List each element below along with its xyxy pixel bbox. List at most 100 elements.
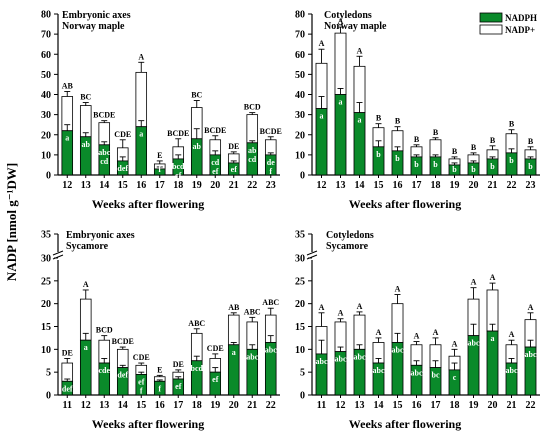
y-tick-label: 30	[295, 110, 305, 121]
significance-total: B	[395, 117, 401, 126]
significance-nadph: b	[452, 165, 457, 174]
x-tick-label: 16	[155, 400, 165, 411]
significance-total: DE	[228, 142, 239, 151]
significance-nadph: abc	[506, 366, 518, 375]
significance-nadph-line-0: bcd	[172, 162, 185, 171]
bar-nadp-plus	[79, 105, 92, 138]
y-tick-label: 30	[295, 254, 305, 265]
y-tick-label: 25	[295, 276, 305, 287]
panel-title: Embryonic axes	[66, 230, 135, 241]
significance-total: BC	[191, 91, 202, 100]
y-tick-label: 15	[295, 322, 305, 333]
significance-nadph: b	[433, 160, 438, 169]
significance-total: A	[395, 285, 401, 294]
x-tick-label: 15	[136, 400, 146, 411]
significance-nadph: b	[509, 156, 514, 165]
x-tick-label: 19	[450, 180, 460, 191]
x-tick-label: 16	[412, 400, 422, 411]
panel-subtitle: Sycamore	[66, 241, 109, 252]
x-tick-label: 20	[229, 400, 239, 411]
significance-total: A	[471, 278, 477, 287]
y-tick-label: 30	[41, 110, 51, 121]
significance-nadph: b	[414, 160, 419, 169]
bar-nadp-plus	[429, 139, 442, 158]
panel-title: Embryonic axes	[62, 10, 131, 21]
x-tick-label: 18	[431, 180, 441, 191]
y-tick-label: 50	[295, 70, 305, 81]
y-tick-label: 60	[41, 50, 51, 61]
y-tick-label: 20	[41, 299, 51, 310]
x-tick-label: 19	[192, 180, 202, 191]
y-tick-label: 60	[295, 50, 305, 61]
y-tick-label: 80	[295, 10, 305, 21]
significance-total: B	[509, 120, 515, 129]
significance-total: BCDE	[112, 337, 134, 346]
panel-subtitle: Sycamore	[326, 241, 369, 252]
bar-nadp-plus	[61, 362, 74, 382]
x-tick-label: 17	[155, 180, 165, 191]
x-tick-label: 14	[118, 400, 128, 411]
significance-total: ABC	[244, 307, 261, 316]
y-axis-label: NADP [nmol g⁻¹DW]	[4, 163, 19, 281]
y-tick-label: 0	[300, 171, 305, 182]
significance-nadph: a	[139, 130, 143, 139]
significance-nadph: b	[376, 150, 381, 159]
x-tick-label: 12	[336, 400, 346, 411]
y-tick-label: 20	[41, 130, 51, 141]
significance-total: AB	[62, 81, 74, 90]
x-tick-label: 21	[247, 400, 257, 411]
significance-nadph-line-0: cd	[211, 158, 220, 167]
bar-nadp-plus	[227, 314, 240, 346]
x-tick-label: 23	[266, 180, 276, 191]
x-tick-label: 16	[136, 180, 146, 191]
y-tick-label: 40	[295, 90, 305, 101]
significance-nadph: a	[84, 343, 88, 352]
panel-title: Cotyledons	[326, 230, 374, 241]
significance-total: E	[157, 151, 162, 160]
x-tick-label: 11	[317, 400, 326, 411]
significance-nadph: def	[117, 164, 128, 173]
significance-nadph: abc	[392, 345, 404, 354]
significance-total: B	[414, 135, 420, 144]
significance-nadph: def	[117, 371, 128, 380]
significance-nadph: abc	[265, 345, 277, 354]
y-tick-label: 80	[41, 10, 51, 21]
significance-nadph: bc	[432, 371, 440, 380]
significance-total: A	[338, 17, 344, 26]
significance-nadph: a	[358, 116, 362, 125]
significance-total: CDE	[114, 130, 131, 139]
x-tick-label: 16	[393, 180, 403, 191]
significance-nadph: ef	[231, 165, 238, 174]
x-tick-label: 19	[210, 400, 220, 411]
significance-total: BCDE	[260, 127, 282, 136]
y-tick-label: 20	[295, 299, 305, 310]
significance-total: B	[471, 143, 477, 152]
legend: NADPH NADP+	[479, 12, 537, 35]
x-tick-label: 12	[62, 180, 72, 191]
x-tick-label: 17	[412, 180, 422, 191]
x-tick-label: 23	[526, 180, 536, 191]
significance-nadph: b	[528, 162, 533, 171]
y-tick-label: 70	[41, 30, 51, 41]
significance-nadph: a	[232, 348, 236, 357]
y-tick-label: 0	[46, 391, 51, 402]
x-tick-label: 13	[336, 180, 346, 191]
significance-nadph-line-1: ef	[212, 167, 219, 176]
y-tick-label: 0	[300, 391, 305, 402]
significance-nadph: a	[491, 334, 495, 343]
x-tick-label: 21	[488, 180, 498, 191]
x-axis-label-bottom-left: Weeks after flowering	[92, 417, 204, 431]
significance-total: A	[138, 52, 144, 61]
significance-total: B	[433, 128, 439, 137]
significance-nadph: abc	[316, 357, 328, 366]
legend-label-nadp-plus: NADP+	[505, 25, 535, 35]
significance-nadph: a	[339, 98, 343, 107]
x-tick-label: 22	[526, 400, 536, 411]
bar-nadp-plus	[135, 71, 148, 128]
significance-nadph-line-1: f	[140, 386, 143, 395]
x-axis-label-top-left: Weeks after flowering	[92, 197, 204, 211]
significance-nadph: b	[395, 154, 400, 163]
